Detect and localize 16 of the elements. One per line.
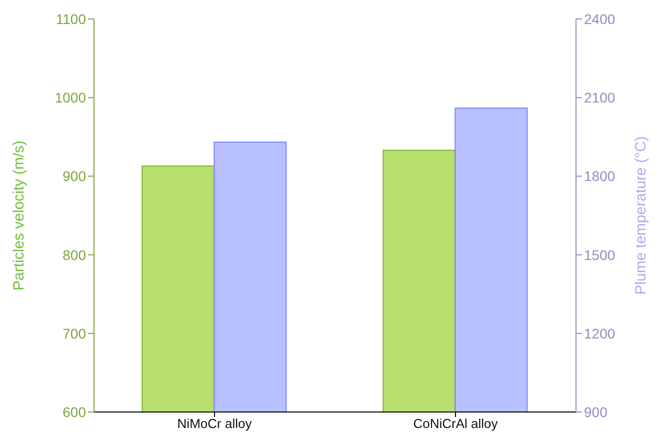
y2-tick-label: 1800 [584,168,616,184]
x-tick-label: NiMoCr alloy [177,416,252,432]
y-tick-label: 800 [62,246,86,263]
y-tick-label: 700 [62,325,86,342]
y-tick-label: 1100 [56,10,86,27]
y2-tick-label: 1500 [584,246,616,263]
y2-tick-label: 2100 [584,90,616,106]
y2-tick-label: 2400 [584,10,616,27]
y-tick-label: 600 [62,404,86,420]
y-axis-title: Particles velocity (m/s) [10,140,28,291]
y2-tick-label: 900 [584,404,608,420]
x-tick-label: CoNiCrAl alloy [413,416,498,432]
y2-tick-label: 1200 [584,325,616,342]
y-tick-label: 900 [62,168,86,184]
y-tick-label: 1000 [54,90,86,106]
y2-axis-title: Plume temperature (°C) [632,136,650,295]
